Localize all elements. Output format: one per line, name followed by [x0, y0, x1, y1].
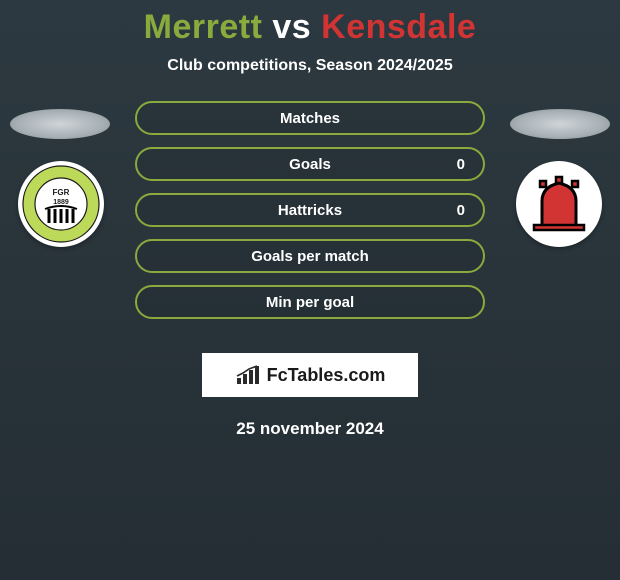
source-logo-text: FcTables.com	[267, 365, 386, 386]
svg-text:FGR: FGR	[53, 188, 70, 197]
stat-label: Goals per match	[251, 248, 369, 265]
stat-row-matches: Matches	[135, 101, 485, 135]
stat-row-goals: Goals 0	[135, 147, 485, 181]
stat-value-right: 0	[457, 156, 465, 173]
bar-chart-icon	[235, 364, 261, 386]
stat-row-goals-per-match: Goals per match	[135, 239, 485, 273]
stat-label: Min per goal	[266, 294, 354, 311]
stat-label: Hattricks	[278, 202, 342, 219]
stat-row-hattricks: Hattricks 0	[135, 193, 485, 227]
snapshot-date: 25 november 2024	[0, 419, 620, 439]
title-right: Kensdale	[321, 8, 476, 46]
club-badge-left: FGR 1889	[18, 161, 104, 247]
page-title: Merrett vs Kensdale	[0, 8, 620, 47]
red-tower-icon	[524, 169, 594, 239]
title-vs: vs	[272, 8, 311, 46]
stat-row-min-per-goal: Min per goal	[135, 285, 485, 319]
stat-label: Goals	[289, 156, 331, 173]
svg-text:1889: 1889	[53, 199, 69, 206]
subtitle: Club competitions, Season 2024/2025	[0, 57, 620, 75]
player-right-halo	[510, 109, 610, 139]
forest-green-rovers-icon: FGR 1889	[22, 165, 100, 243]
player-left-halo	[10, 109, 110, 139]
stat-label: Matches	[280, 110, 340, 127]
source-logo: FcTables.com	[202, 353, 418, 397]
stat-value-right: 0	[457, 202, 465, 219]
club-badge-right	[516, 161, 602, 247]
compare-area: FGR 1889 Match	[0, 101, 620, 341]
title-left: Merrett	[144, 8, 263, 46]
